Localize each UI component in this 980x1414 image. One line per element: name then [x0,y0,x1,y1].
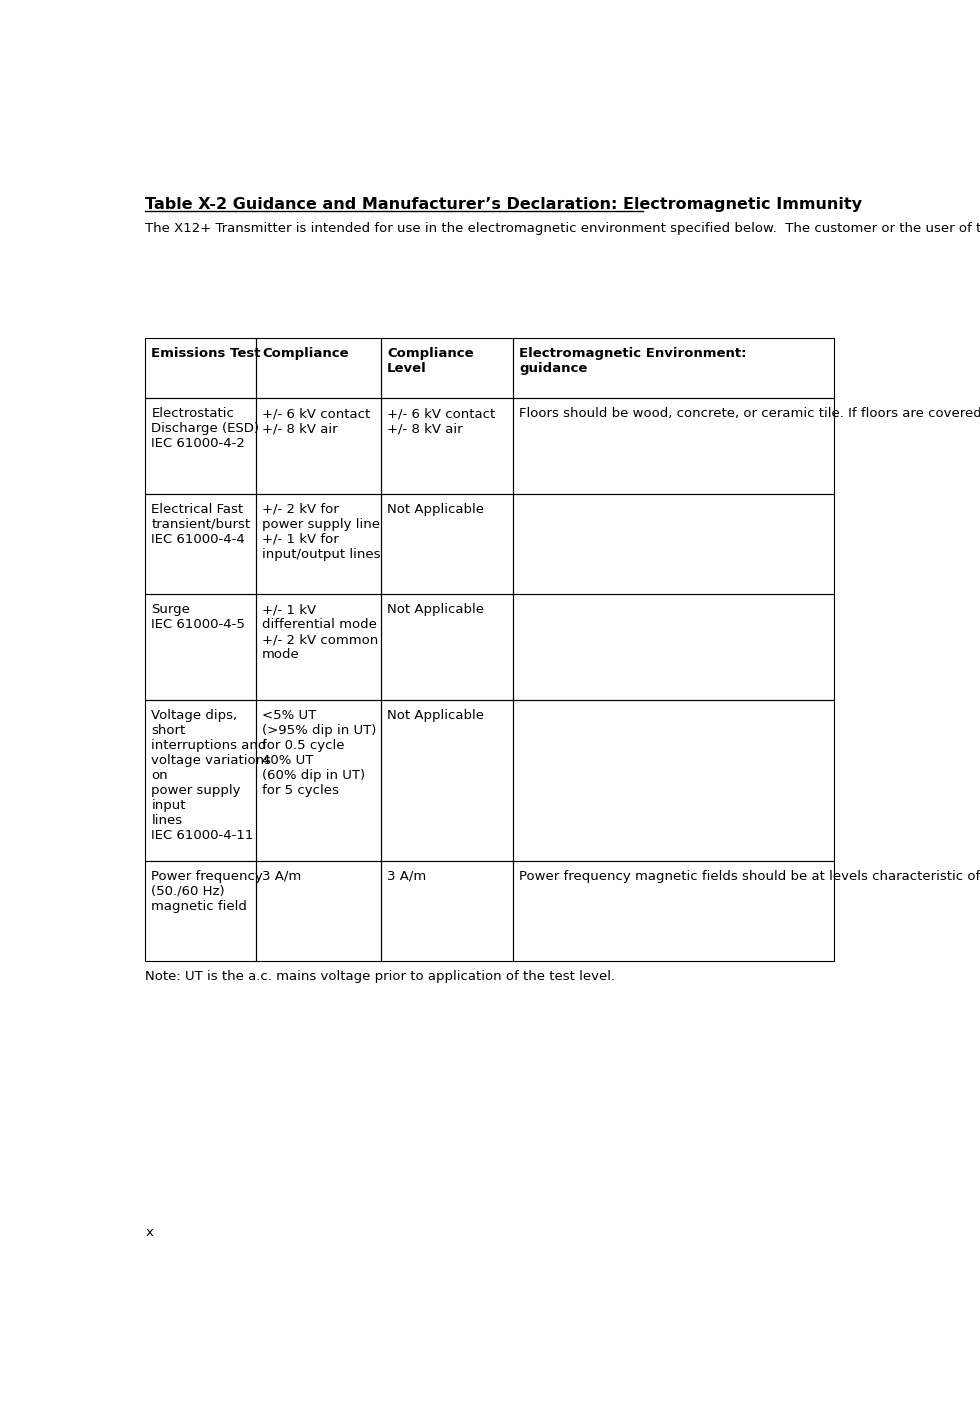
Bar [145,594,256,700]
Text: Emissions Test: Emissions Test [151,348,261,361]
Text: +/- 6 kV contact
+/- 8 kV air: +/- 6 kV contact +/- 8 kV air [262,407,370,436]
Text: 3 A/m: 3 A/m [387,870,426,882]
Text: Compliance
Level: Compliance Level [387,348,473,375]
Bar [145,700,256,861]
Bar [256,399,381,493]
Bar [513,338,834,399]
Text: Voltage dips,
short
interruptions and
voltage variations
on
power supply
input
l: Voltage dips, short interruptions and vo… [151,708,271,841]
Bar [381,594,513,700]
Bar [381,399,513,493]
Text: Not Applicable: Not Applicable [387,503,484,516]
Bar [513,861,834,962]
Text: Electromagnetic Environment:
guidance: Electromagnetic Environment: guidance [519,348,747,375]
Bar [513,594,834,700]
Bar [513,700,834,861]
Bar [256,700,381,861]
Text: Floors should be wood, concrete, or ceramic tile. If floors are covered with syn: Floors should be wood, concrete, or cera… [519,407,980,420]
Text: Surge
IEC 61000-4-5: Surge IEC 61000-4-5 [151,602,245,631]
Text: x: x [145,1226,153,1239]
Bar [145,399,256,493]
Bar [381,700,513,861]
Text: Note: UT is the a.c. mains voltage prior to application of the test level.: Note: UT is the a.c. mains voltage prior… [145,970,615,983]
Text: Power frequency
(50./60 Hz)
magnetic field: Power frequency (50./60 Hz) magnetic fie… [151,870,263,913]
Text: Compliance: Compliance [262,348,349,361]
Bar [256,861,381,962]
Text: Power frequency magnetic fields should be at levels characteristic of a typical : Power frequency magnetic fields should b… [519,870,980,882]
Bar [381,493,513,594]
Text: The X12+ Transmitter is intended for use in the electromagnetic environment spec: The X12+ Transmitter is intended for use… [145,222,980,235]
Text: +/- 2 kV for
power supply line
+/- 1 kV for
input/output lines: +/- 2 kV for power supply line +/- 1 kV … [262,503,380,561]
Text: Table X-2 Guidance and Manufacturer’s Declaration: Electromagnetic Immunity: Table X-2 Guidance and Manufacturer’s De… [145,197,862,212]
Text: Electrical Fast
transient/burst
IEC 61000-4-4: Electrical Fast transient/burst IEC 6100… [151,503,251,546]
Text: Electrostatic
Discharge (ESD)
IEC 61000-4-2: Electrostatic Discharge (ESD) IEC 61000-… [151,407,260,450]
Text: +/- 1 kV
differential mode
+/- 2 kV common
mode: +/- 1 kV differential mode +/- 2 kV comm… [262,602,378,660]
Text: <5% UT
(>95% dip in UT)
for 0.5 cycle
40% UT
(60% dip in UT)
for 5 cycles: <5% UT (>95% dip in UT) for 0.5 cycle 40… [262,708,376,796]
Text: 3 A/m: 3 A/m [262,870,301,882]
Bar [513,399,834,493]
Bar [256,493,381,594]
Text: Not Applicable: Not Applicable [387,602,484,617]
Bar [256,338,381,399]
Bar [145,493,256,594]
Bar [513,493,834,594]
Bar [381,861,513,962]
Text: Not Applicable: Not Applicable [387,708,484,721]
Bar [145,338,256,399]
Bar [256,594,381,700]
Text: +/- 6 kV contact
+/- 8 kV air: +/- 6 kV contact +/- 8 kV air [387,407,495,436]
Bar [381,338,513,399]
Bar [145,861,256,962]
